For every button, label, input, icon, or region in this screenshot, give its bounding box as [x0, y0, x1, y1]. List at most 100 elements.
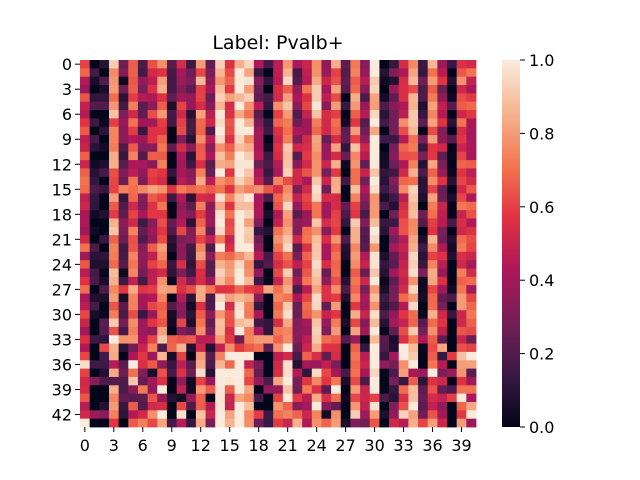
heatmap-cell	[379, 168, 390, 178]
heatmap-cell	[215, 160, 226, 169]
heatmap-cell	[253, 393, 264, 403]
heatmap-cell	[99, 293, 110, 303]
heatmap-cell	[466, 201, 477, 211]
heatmap-cell	[89, 176, 100, 186]
heatmap-cell	[137, 310, 149, 319]
heatmap-cell	[89, 201, 100, 211]
heatmap-cell	[176, 310, 187, 319]
heatmap-cell	[379, 243, 390, 253]
heatmap-cell	[147, 68, 158, 78]
heatmap-cell	[253, 218, 264, 228]
heatmap-cell	[437, 193, 448, 203]
heatmap-cell	[166, 210, 177, 219]
heatmap-cell	[350, 343, 361, 353]
heatmap-cell	[186, 201, 197, 211]
heatmap-cell	[321, 418, 332, 428]
heatmap-cell	[437, 218, 448, 228]
heatmap-cell	[157, 201, 168, 211]
heatmap-cell	[369, 235, 380, 244]
heatmap-cell	[186, 343, 197, 353]
heatmap-cell	[408, 201, 419, 211]
heatmap-cell	[215, 218, 226, 228]
heatmap-cell	[108, 276, 120, 286]
heatmap-cell	[360, 318, 371, 328]
heatmap-cell	[205, 276, 216, 286]
heatmap-cell	[137, 418, 149, 428]
heatmap-cell	[282, 226, 293, 236]
heatmap-cell	[340, 276, 351, 286]
heatmap-cell	[263, 193, 274, 203]
heatmap-cell	[389, 110, 400, 119]
heatmap-cell	[253, 385, 264, 395]
heatmap-cell	[427, 251, 438, 261]
heatmap-cell	[447, 185, 458, 194]
heatmap-cell	[427, 68, 438, 78]
heatmap-cell	[282, 60, 293, 69]
heatmap-cell	[224, 126, 235, 136]
heatmap-cell	[166, 326, 177, 336]
colorbar-tick-label: 1.0	[529, 51, 554, 70]
heatmap-cell	[350, 293, 361, 303]
heatmap-cell	[263, 285, 274, 294]
heatmap-cell	[263, 318, 274, 328]
heatmap-cell	[157, 101, 168, 111]
heatmap-cell	[273, 260, 284, 269]
heatmap-cell	[273, 376, 284, 386]
heatmap-cell	[427, 176, 438, 186]
heatmap-cell	[205, 401, 216, 411]
heatmap-cell	[360, 185, 371, 194]
heatmap-cell	[311, 235, 322, 244]
heatmap-cell	[302, 135, 313, 144]
heatmap-cell	[128, 318, 139, 328]
heatmap-cell	[437, 393, 448, 403]
heatmap-cell	[292, 201, 303, 211]
heatmap-cell	[244, 401, 255, 411]
heatmap-cell	[302, 151, 313, 161]
heatmap-cell	[311, 310, 322, 319]
heatmap-cell	[456, 301, 467, 311]
y-tick-label: 24	[52, 255, 72, 274]
heatmap-cell	[321, 276, 332, 286]
heatmap-cell	[263, 143, 274, 153]
heatmap-cell	[137, 351, 149, 361]
heatmap-cell	[302, 160, 313, 169]
heatmap-cell	[456, 276, 467, 286]
heatmap-cell	[302, 143, 313, 153]
heatmap-cell	[99, 201, 110, 211]
heatmap-cell	[244, 343, 255, 353]
heatmap-cell	[398, 185, 409, 194]
heatmap-cell	[340, 260, 351, 269]
heatmap-cell	[186, 360, 197, 370]
heatmap-cell	[166, 385, 177, 395]
heatmap-cell	[350, 285, 361, 294]
heatmap-cell	[427, 201, 438, 211]
heatmap-cell	[437, 360, 448, 370]
heatmap-cell	[147, 85, 158, 94]
heatmap-cell	[108, 393, 120, 403]
heatmap-cell	[350, 210, 361, 219]
heatmap-cell	[80, 310, 91, 319]
heatmap-cell	[128, 326, 139, 336]
heatmap-cell	[176, 326, 187, 336]
heatmap-cell	[427, 401, 438, 411]
heatmap-cell	[292, 210, 303, 219]
heatmap-cell	[447, 293, 458, 303]
heatmap-cell	[99, 310, 110, 319]
heatmap-cell	[292, 351, 303, 361]
heatmap-cell	[331, 335, 342, 344]
heatmap-cell	[89, 93, 100, 103]
heatmap-cell	[427, 118, 438, 128]
heatmap-cell	[360, 268, 371, 278]
heatmap-cell	[466, 243, 477, 253]
heatmap-cell	[263, 135, 274, 144]
heatmap-cell	[340, 60, 351, 69]
heatmap-cell	[118, 285, 129, 294]
heatmap-cell	[137, 210, 149, 219]
heatmap-cell	[389, 293, 400, 303]
heatmap-cell	[311, 126, 322, 136]
heatmap-cell	[80, 126, 91, 136]
heatmap-cell	[157, 110, 168, 119]
heatmap-cell	[379, 360, 390, 370]
heatmap-cell	[157, 285, 168, 294]
heatmap-cell	[427, 85, 438, 94]
